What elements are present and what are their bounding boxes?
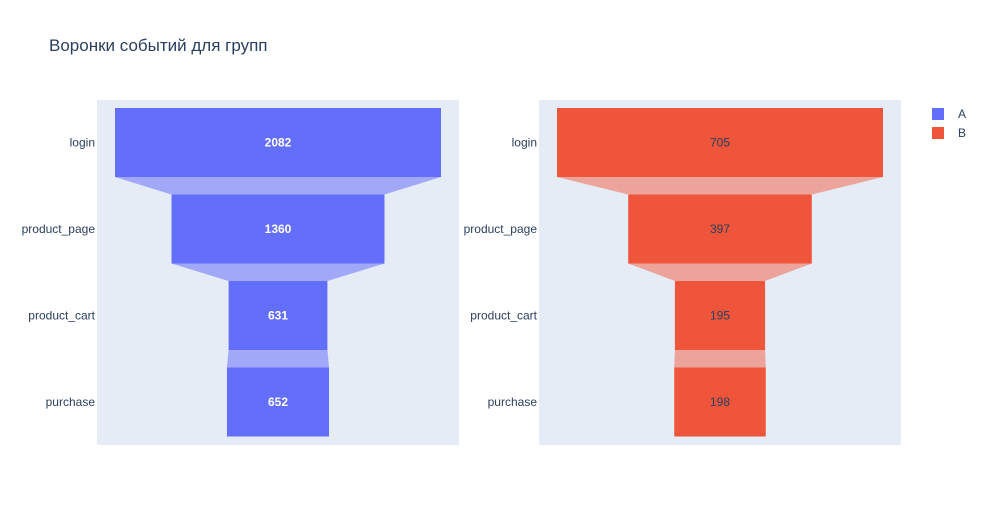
funnel-value-label: 198 <box>710 395 730 409</box>
funnel-value-label: 2082 <box>265 136 292 150</box>
legend-swatch[interactable] <box>932 127 944 139</box>
funnel-bar-product_page[interactable] <box>171 194 385 264</box>
funnel-bar-product_page[interactable] <box>628 194 812 264</box>
category-tick-label: purchase <box>46 395 96 409</box>
funnel-panel-B: 705 login 397 product_page 195 product_cart 19… <box>464 100 901 445</box>
category-tick-label: product_page <box>22 222 96 236</box>
funnel-connector <box>226 350 330 368</box>
funnel-bar-purchase[interactable] <box>226 367 330 437</box>
legend-label[interactable]: B <box>958 126 966 140</box>
category-tick-label: login <box>512 136 537 150</box>
funnel-value-label: 397 <box>710 222 730 236</box>
funnel-value-label: 705 <box>710 136 730 150</box>
funnel-value-label: 1360 <box>265 222 292 236</box>
legend-swatch[interactable] <box>932 108 944 120</box>
legend[interactable]: AB <box>932 107 966 140</box>
category-tick-label: purchase <box>488 395 538 409</box>
funnel-value-label: 631 <box>268 309 288 323</box>
funnel-connector <box>115 177 441 195</box>
funnel-bar-product_cart[interactable] <box>228 281 328 350</box>
funnel-bar-login[interactable] <box>115 108 441 177</box>
legend-label[interactable]: A <box>958 107 966 121</box>
funnel-value-label: 652 <box>268 395 288 409</box>
funnel-bar-product_cart[interactable] <box>674 281 766 350</box>
category-tick-label: product_cart <box>28 309 95 323</box>
funnel-connector <box>628 263 812 281</box>
category-tick-label: login <box>70 136 95 150</box>
funnel-connector <box>171 263 385 281</box>
funnel-bar-login[interactable] <box>557 108 883 177</box>
category-tick-label: product_cart <box>470 309 537 323</box>
chart-title: Воронки событий для групп <box>49 36 268 55</box>
category-tick-label: product_page <box>464 222 538 236</box>
funnel-connector <box>674 350 766 368</box>
funnel-value-label: 195 <box>710 309 730 323</box>
funnel-connector <box>557 177 883 195</box>
funnel-panel-A: 2082 login 1360 product_page 631 product_cart… <box>22 100 459 445</box>
funnel-bar-purchase[interactable] <box>674 367 766 437</box>
